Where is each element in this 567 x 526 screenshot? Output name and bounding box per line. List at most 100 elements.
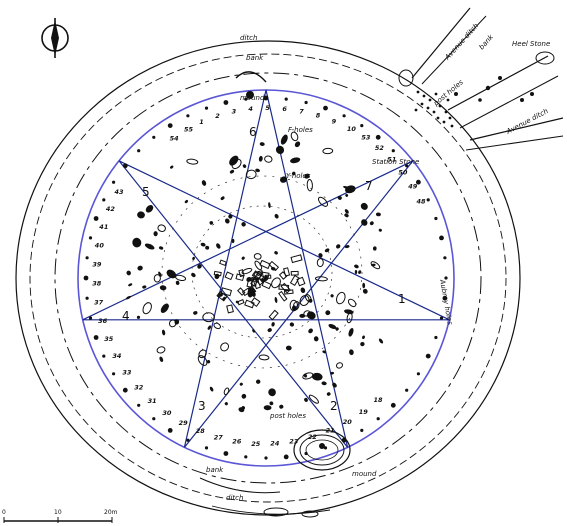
hole-marker — [186, 158, 199, 165]
post-holes-bottom-label: post holes — [269, 412, 306, 420]
stone-marker — [261, 280, 272, 290]
hole-marker — [361, 219, 368, 226]
hole-marker — [241, 256, 245, 260]
aubrey-hole — [434, 216, 438, 221]
aubrey-hole — [304, 100, 308, 105]
hole-marker — [159, 356, 164, 362]
hole-marker — [126, 270, 131, 276]
aubrey-hole — [167, 123, 173, 128]
hole-marker — [231, 238, 235, 244]
north-mound — [235, 71, 267, 99]
aubrey-hole-number: 23 — [289, 437, 299, 445]
hole-marker — [311, 372, 323, 381]
bank-top-label: bank — [246, 54, 264, 62]
aubrey-hole-number: 26 — [232, 438, 242, 446]
aubrey-hole — [434, 335, 438, 340]
aubrey-hole — [405, 164, 409, 168]
aubrey-hole-number: 35 — [104, 335, 114, 343]
aubrey-hole-number: 3 — [232, 108, 237, 116]
star-label-7: 7 — [365, 179, 373, 193]
entrance-post-holes — [414, 76, 534, 128]
stone-marker — [264, 274, 272, 279]
hole-marker — [294, 141, 301, 148]
hole-marker — [238, 407, 245, 413]
hole-marker — [318, 253, 323, 258]
aubrey-hole — [137, 403, 141, 407]
aubrey-hole — [152, 135, 156, 139]
aubrey-hole — [360, 428, 364, 432]
hole-marker — [378, 228, 382, 232]
hole-marker — [299, 313, 306, 318]
aubrey-hole-number: 38 — [92, 279, 102, 287]
aubrey-hole — [85, 256, 89, 260]
scale-label-20m: 20m — [104, 509, 118, 516]
aubrey-hole — [323, 105, 328, 111]
hole-marker — [205, 245, 210, 250]
hole-marker — [268, 202, 271, 209]
hole-marker — [289, 322, 295, 327]
hole-marker — [362, 288, 368, 294]
hole-marker — [142, 285, 147, 289]
stone-marker — [290, 254, 303, 264]
aubrey-hole-number: 6 — [282, 105, 287, 113]
aubrey-hole-number: 1 — [199, 118, 204, 126]
aubrey-hole — [137, 149, 141, 153]
hole-marker — [362, 282, 366, 289]
aubrey-hole — [88, 236, 93, 240]
hole-marker — [252, 329, 255, 333]
aubrey-hole — [186, 114, 190, 118]
aubrey-hole — [375, 134, 381, 140]
hole-marker — [274, 297, 278, 303]
aubrey-hole — [167, 428, 173, 433]
star-label-4: 4 — [122, 309, 130, 323]
hole-marker — [316, 258, 324, 268]
aubrey-hole-number: 52 — [375, 144, 385, 152]
station-stone-label: Station Stone — [372, 158, 419, 166]
hole-marker — [322, 147, 334, 155]
aubrey-hole — [122, 387, 128, 393]
hole-marker — [344, 185, 356, 194]
hole-marker — [241, 222, 246, 227]
mound-top-label: mound — [240, 94, 265, 102]
hole-marker — [229, 155, 239, 166]
hole-marker — [330, 294, 334, 298]
stone-marker — [220, 287, 233, 297]
aubrey-hole — [102, 354, 106, 358]
stone-marker — [246, 279, 254, 288]
hole-marker — [193, 311, 198, 315]
stone-marker — [213, 270, 222, 277]
stone-marker — [241, 287, 252, 297]
hole-marker — [128, 283, 133, 287]
aubrey-hole-number: 33 — [122, 368, 132, 376]
ditch-top-label: ditch — [240, 34, 257, 42]
aubrey-hole-number: 2 — [215, 112, 220, 120]
hole-marker — [362, 335, 365, 340]
stone-marker — [238, 269, 245, 278]
hole-marker — [375, 212, 381, 217]
aubrey-hole-number: 28 — [196, 427, 206, 435]
hole-marker — [325, 310, 331, 316]
hole-marker — [145, 205, 154, 213]
aubrey-hole-number: 22 — [308, 433, 318, 441]
aubrey-hole — [416, 179, 421, 185]
hole-marker — [317, 196, 329, 207]
aubrey-hole — [152, 417, 156, 421]
aubrey-hole — [425, 353, 431, 359]
hole-marker — [153, 231, 158, 237]
aubrey-hole — [376, 417, 380, 421]
hole-marker — [292, 301, 300, 311]
aubrey-hole — [204, 446, 209, 450]
hole-marker — [125, 295, 132, 300]
hole-marker — [206, 360, 211, 364]
hole-marker — [304, 173, 310, 179]
bank-bottom-label: bank — [206, 466, 224, 474]
star-label-6: 6 — [249, 125, 257, 139]
hole-marker — [299, 295, 310, 306]
aubrey-hole — [244, 97, 248, 101]
hole-marker — [160, 303, 169, 314]
aubrey-hole — [360, 124, 364, 128]
hole-marker — [202, 312, 215, 323]
stone-marker — [259, 259, 271, 270]
aubrey-hole — [88, 316, 93, 320]
